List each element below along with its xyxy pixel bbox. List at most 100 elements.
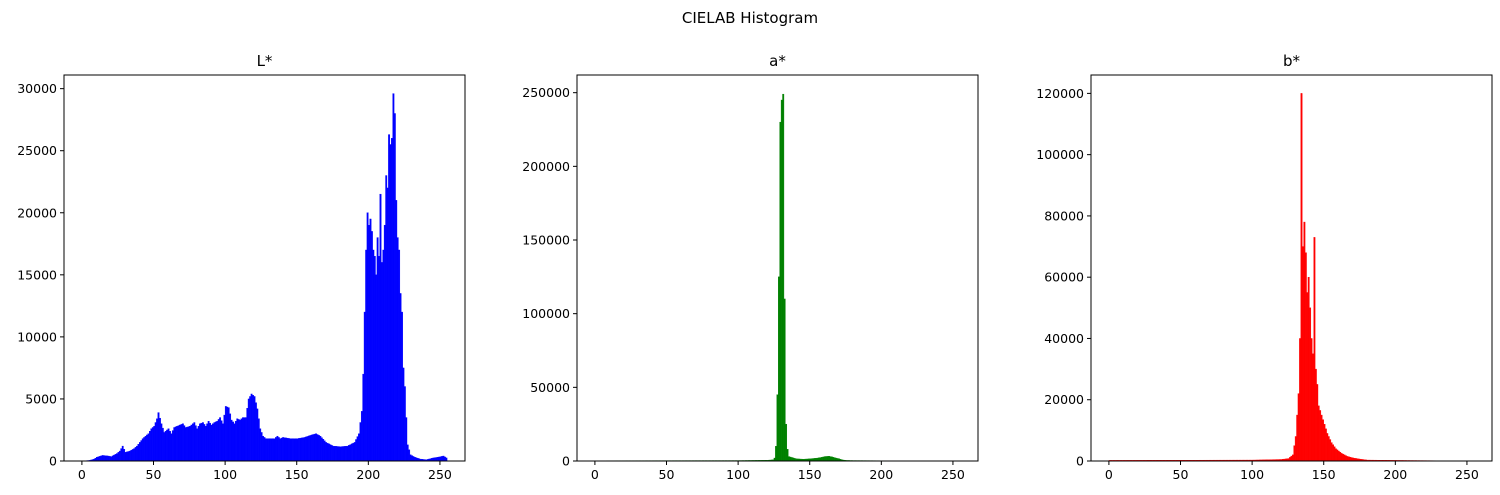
- histogram-bar: [177, 425, 180, 462]
- histogram-bar: [275, 437, 277, 462]
- y-tick-label: 100000: [1036, 147, 1084, 162]
- histogram-bar: [780, 99, 783, 462]
- histogram-bar: [143, 437, 146, 462]
- histogram-bar: [343, 446, 346, 462]
- histogram-bar: [217, 419, 220, 462]
- histogram-bar: [124, 452, 127, 462]
- histogram-bar: [1324, 428, 1327, 462]
- histogram-bar: [1340, 453, 1343, 462]
- histogram-bar: [368, 224, 370, 462]
- histogram-bar: [293, 438, 296, 462]
- histogram-bar: [289, 438, 292, 462]
- histogram-bar: [401, 311, 403, 462]
- histogram-bar: [436, 457, 439, 462]
- histogram-bar: [110, 456, 113, 462]
- histogram-bar: [1343, 454, 1346, 462]
- histogram-bar: [204, 426, 207, 462]
- histogram-bar: [234, 421, 237, 462]
- histogram-bar: [832, 457, 835, 462]
- subplot-title: L*: [257, 52, 273, 70]
- histogram-bar: [287, 438, 290, 462]
- y-tick-label: 20000: [1044, 392, 1084, 407]
- histogram-bar: [194, 425, 197, 462]
- histogram-bar: [1297, 393, 1300, 462]
- histogram-bar: [1310, 338, 1313, 462]
- histogram-bar: [335, 446, 338, 462]
- histogram-bar: [783, 298, 786, 462]
- histogram-bar: [114, 454, 117, 462]
- histogram-bar: [191, 423, 194, 462]
- y-tick-label: 60000: [1044, 270, 1084, 285]
- histogram-bar: [212, 423, 214, 462]
- histogram-bar: [359, 422, 362, 462]
- histogram-bar: [338, 446, 340, 462]
- histogram-bar: [376, 237, 379, 462]
- histogram-bar: [146, 434, 148, 462]
- histogram-bar: [823, 456, 826, 462]
- histogram-bar: [1299, 338, 1302, 462]
- histogram-bar: [306, 436, 309, 462]
- histogram-bar: [259, 428, 262, 462]
- histogram-bar: [442, 455, 445, 462]
- histogram-bar: [286, 437, 289, 462]
- histogram-bar: [98, 456, 101, 462]
- histogram-bar: [393, 113, 396, 462]
- y-tick-label: 250000: [522, 85, 570, 100]
- histogram-bar: [389, 144, 392, 462]
- histogram-bar: [161, 427, 164, 462]
- histogram-bar: [214, 421, 217, 462]
- x-tick-label: 100: [726, 467, 750, 482]
- y-tick-label: 25000: [17, 143, 57, 158]
- histogram-bar: [1292, 454, 1294, 462]
- histogram-bar: [108, 456, 111, 462]
- histogram-bar: [333, 446, 336, 462]
- histogram-bar: [250, 393, 253, 462]
- histogram-bar: [1294, 436, 1297, 462]
- histogram-bar: [383, 224, 386, 462]
- histogram-bar: [1332, 444, 1334, 462]
- histogram-bar: [247, 398, 250, 462]
- histogram-bar: [775, 446, 777, 462]
- histogram-bar: [1326, 433, 1329, 462]
- histogram-bar: [1290, 455, 1293, 462]
- histogram-bar: [280, 437, 283, 462]
- histogram-bar: [828, 456, 830, 462]
- histogram-bar: [292, 438, 295, 462]
- histogram-bar: [388, 134, 391, 462]
- histogram-bar: [126, 451, 128, 462]
- histogram-bar: [305, 436, 307, 462]
- histogram-bar: [313, 433, 316, 462]
- histogram-bar: [169, 431, 171, 462]
- histogram-bar: [197, 426, 200, 462]
- histogram-bar: [130, 450, 133, 462]
- histogram-bar: [150, 428, 153, 462]
- histogram-bar: [362, 373, 365, 462]
- histogram-bar: [256, 408, 259, 462]
- histogram-bar: [183, 425, 186, 462]
- histogram-bar: [283, 437, 286, 462]
- histogram-bar: [290, 438, 293, 462]
- histogram-bar: [137, 444, 140, 462]
- histogram-bar: [222, 423, 224, 462]
- histogram-bars: [83, 93, 448, 462]
- histogram-bar: [156, 418, 158, 462]
- y-tick-label: 5000: [25, 391, 57, 406]
- histogram-bar: [118, 450, 121, 462]
- histogram-bar: [348, 445, 350, 462]
- histogram-bar: [353, 442, 356, 462]
- histogram-bar: [406, 444, 409, 462]
- histogram-bar: [307, 435, 310, 462]
- histogram-bar: [121, 445, 124, 462]
- x-tick-label: 0: [78, 467, 86, 482]
- histogram-bar: [323, 440, 326, 462]
- histogram-bar: [312, 434, 315, 462]
- histogram-bar: [236, 418, 239, 462]
- x-tick-label: 250: [428, 467, 452, 482]
- histogram-bar: [171, 430, 174, 462]
- histogram-bar: [332, 445, 335, 462]
- histogram-bar: [1300, 93, 1303, 462]
- histogram-bar: [1349, 456, 1352, 462]
- histogram-bar: [369, 218, 372, 462]
- histogram-bar: [253, 396, 256, 462]
